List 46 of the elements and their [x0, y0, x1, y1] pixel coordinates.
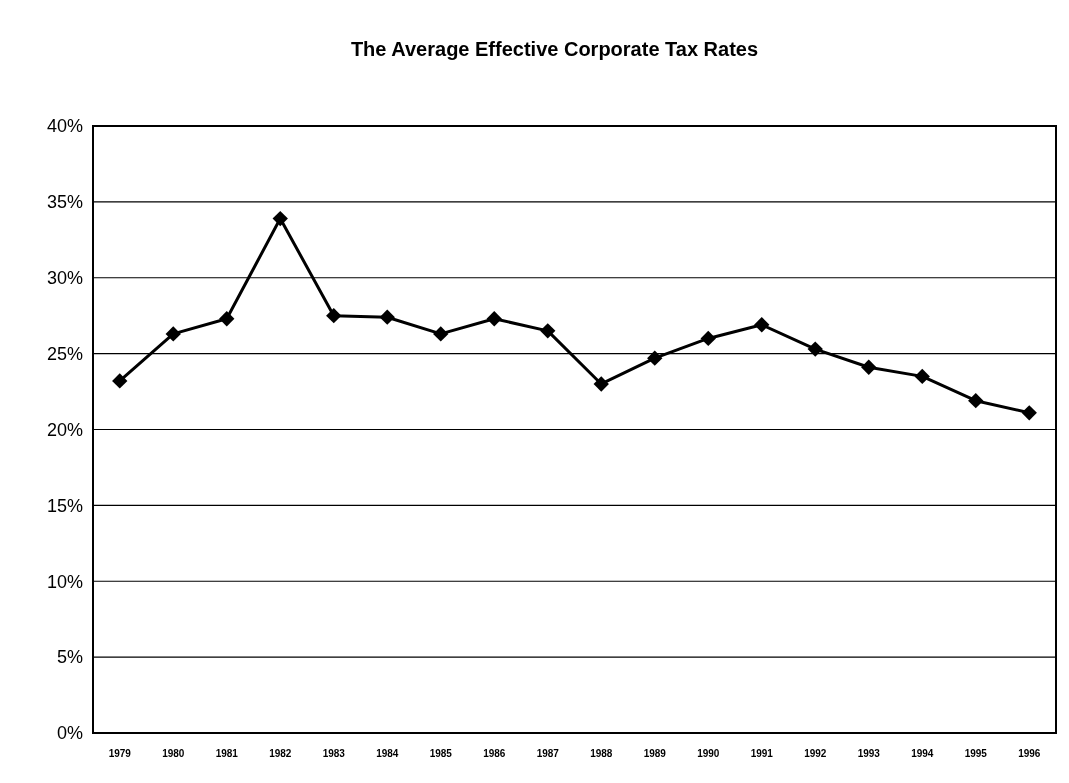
point	[914, 368, 930, 385]
point	[486, 311, 502, 327]
x-tick-label: 1979	[108, 748, 132, 759]
x-tick-label: 1991	[750, 748, 774, 759]
y-tick-label: 5%	[56, 647, 83, 668]
x-tick-label: 1989	[643, 748, 667, 759]
point	[272, 210, 288, 227]
point	[219, 311, 235, 327]
chart-title: The Average Effective Corporate Tax Rates	[350, 38, 759, 60]
point	[968, 393, 984, 409]
point	[754, 317, 770, 333]
x-tick-label: 1996	[1018, 748, 1041, 759]
point	[540, 323, 556, 339]
x-tick-label: 1994	[911, 748, 934, 759]
x-tick-label: 1980	[162, 748, 185, 759]
y-tick-label: 15%	[46, 495, 83, 516]
x-tick-label: 1984	[376, 748, 399, 759]
x-tick-label: 1990	[697, 748, 720, 759]
point	[326, 308, 342, 324]
point	[433, 326, 449, 342]
y-tick-label: 10%	[46, 571, 83, 592]
y-tick-label: 40%	[46, 116, 83, 137]
x-tick-label: 1987	[536, 748, 560, 759]
point	[593, 376, 609, 392]
y-tick-label: 35%	[46, 192, 83, 213]
x-tick-label: 1992	[804, 748, 827, 759]
x-tick-label: 1981	[215, 748, 239, 759]
point	[700, 330, 716, 347]
x-tick-label: 1988	[590, 748, 613, 759]
x-tick-label: 1993	[857, 748, 881, 759]
point	[165, 326, 181, 342]
point	[861, 359, 877, 375]
x-tick-label: 1982	[269, 748, 292, 759]
point	[379, 309, 395, 325]
y-tick-label: 20%	[46, 419, 83, 440]
x-tick-label: 1983	[322, 748, 346, 759]
y-tick-label: 30%	[46, 268, 83, 289]
point	[1021, 405, 1037, 421]
y-tick-label: 25%	[46, 343, 83, 364]
point	[647, 350, 663, 366]
x-tick-label: 1986	[483, 748, 506, 759]
y-tick-label: 0%	[56, 723, 83, 744]
point	[807, 341, 823, 357]
point	[112, 373, 128, 389]
x-tick-label: 1985	[429, 748, 453, 759]
x-tick-label: 1995	[964, 748, 988, 759]
